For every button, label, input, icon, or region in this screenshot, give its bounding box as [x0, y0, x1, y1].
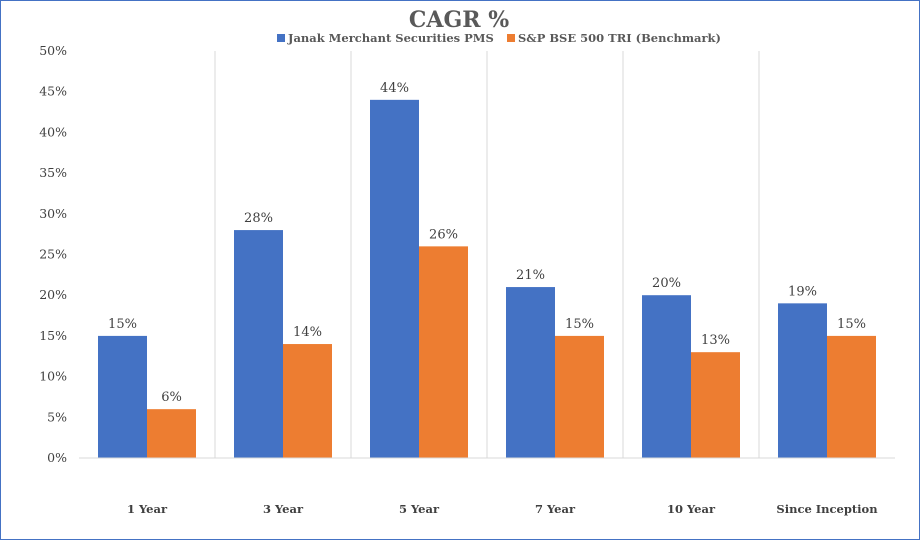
legend-swatch-2	[507, 34, 515, 42]
legend-label-2: S&P BSE 500 TRI (Benchmark)	[518, 31, 721, 45]
y-tick-label: 40%	[39, 124, 67, 139]
data-label-series1: 15%	[108, 317, 137, 332]
legend-label-1: Janak Merchant Securities PMS	[287, 31, 494, 45]
y-tick-label: 0%	[47, 450, 67, 465]
chart-title: CAGR %	[409, 7, 509, 33]
data-label-series2: 26%	[429, 227, 458, 242]
data-label-series1: 21%	[516, 268, 545, 283]
y-axis: 0% 5% 10% 15% 20% 25% 30% 35% 40% 45% 50%	[39, 43, 67, 465]
bar-series1	[98, 335, 147, 458]
y-tick-label: 20%	[39, 287, 67, 302]
bar-series1	[506, 287, 555, 458]
y-tick-label: 10%	[39, 369, 67, 384]
y-tick-label: 5%	[47, 409, 67, 424]
bar-series1	[778, 303, 827, 458]
data-label-series1: 20%	[652, 276, 681, 291]
bar-series2	[827, 335, 876, 458]
y-tick-label: 50%	[39, 43, 67, 58]
bar-series2	[147, 409, 196, 458]
x-axis: 1 Year 3 Year 5 Year 7 Year 10 Year Since Inc…	[79, 457, 895, 516]
x-tick-label: 7 Year	[535, 502, 576, 516]
data-label-series2: 13%	[701, 333, 730, 348]
x-tick-label: Since Inception	[776, 502, 878, 516]
y-tick-label: 15%	[39, 328, 67, 343]
y-tick-label: 45%	[39, 84, 67, 99]
y-tick-label: 30%	[39, 206, 67, 221]
x-tick-label: 5 Year	[399, 502, 440, 516]
bar-series2	[283, 344, 332, 458]
y-tick-label: 35%	[39, 165, 67, 180]
x-tick-label: 10 Year	[667, 502, 716, 516]
x-tick-label: 3 Year	[263, 502, 304, 516]
y-tick-label: 25%	[39, 247, 67, 262]
legend: Janak Merchant Securities PMS S&P BSE 500…	[277, 31, 721, 45]
data-label-series1: 28%	[244, 211, 273, 226]
bar-series2	[419, 246, 468, 458]
x-tick-label: 1 Year	[127, 502, 168, 516]
grid	[214, 51, 760, 458]
bar-series1	[370, 99, 419, 458]
bar-series2	[555, 335, 604, 458]
bar-series2	[691, 352, 740, 458]
data-label-series2: 15%	[837, 317, 866, 332]
data-label-series2: 6%	[161, 390, 182, 405]
bar-series1	[234, 230, 283, 458]
data-label-series1: 44%	[380, 81, 409, 96]
data-label-series1: 19%	[788, 284, 817, 299]
data-label-series2: 14%	[293, 325, 322, 340]
data-labels: 15% 6% 28% 14% 44% 26% 21% 15% 20% 13% 19% 15%	[108, 81, 866, 405]
bars	[98, 99, 876, 458]
legend-swatch-1	[277, 34, 285, 42]
data-label-series2: 15%	[565, 317, 594, 332]
bar-series1	[642, 295, 691, 458]
